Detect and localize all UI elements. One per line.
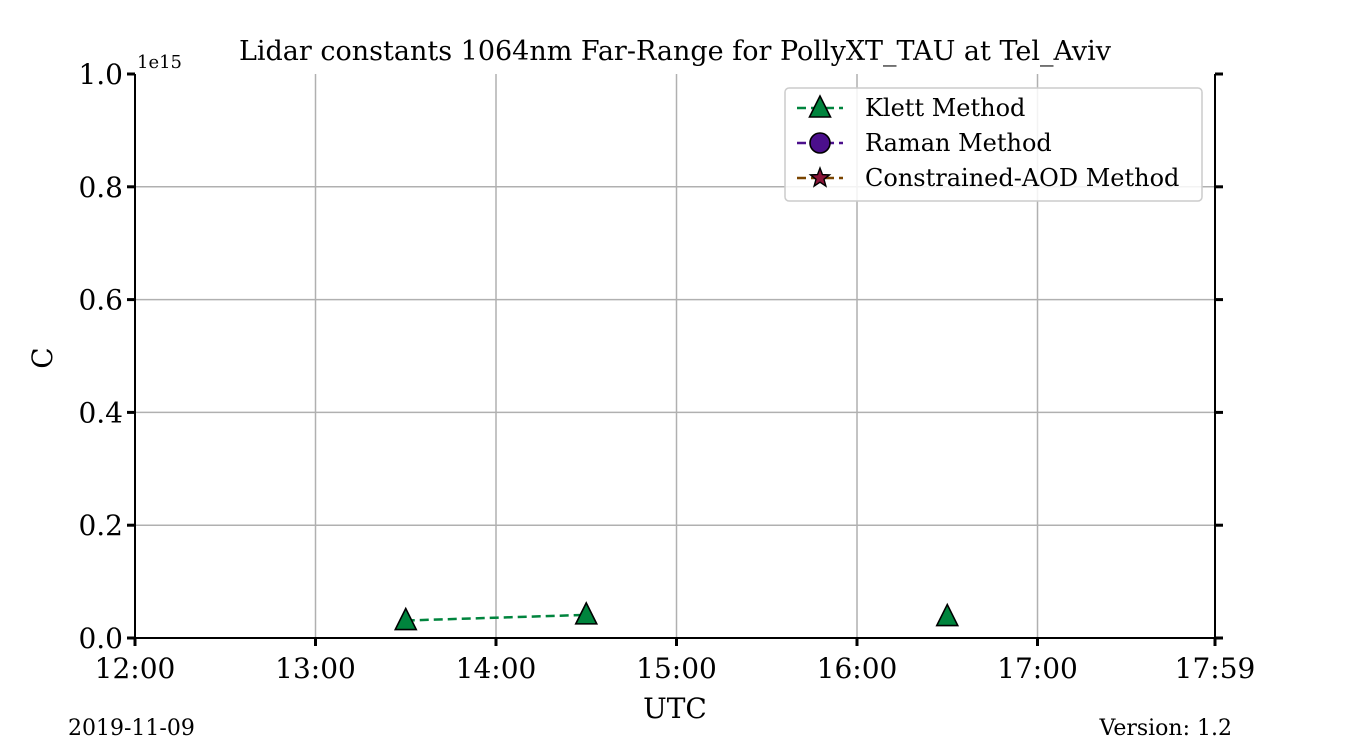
x-axis-label: UTC [643, 692, 707, 725]
legend: Klett Method Raman Method Constrained-AOD … [784, 87, 1203, 202]
chart-title: Lidar constants 1064nm Far-Range for Pol… [239, 36, 1112, 67]
legend-marker [809, 132, 831, 154]
y-tick-label: 0.0 [78, 622, 123, 655]
data-point [393, 606, 418, 631]
x-tick-label: 17:00 [997, 652, 1078, 685]
series [393, 601, 960, 631]
legend-marker [808, 94, 832, 118]
x-tick-label: 15:00 [636, 652, 717, 685]
x-tick-label: 16:00 [817, 652, 898, 685]
legend-label: Raman Method [865, 129, 1052, 157]
y-axis-label: C [26, 347, 59, 368]
series-line [405, 613, 587, 622]
y-tick-label: 0.8 [78, 171, 123, 204]
legend-box [784, 87, 1203, 202]
axis-ticks: 12:00 13:00 14:00 15:00 16:00 17:00 17:59 0.0 0.… [78, 58, 1255, 685]
legend-label: Constrained-AOD Method [865, 164, 1179, 192]
y-tick-label: 1.0 [78, 58, 123, 91]
legend-label: Klett Method [865, 94, 1025, 122]
y-exponent-label: 1e15 [137, 52, 182, 73]
data-point [574, 601, 599, 625]
footer-version: Version: 1.2 [1098, 716, 1232, 741]
x-tick-label: 17:59 [1175, 652, 1256, 685]
y-tick-label: 0.6 [78, 284, 123, 317]
data-point [935, 602, 960, 627]
x-tick-label: 13:00 [275, 652, 356, 685]
legend-marker [808, 166, 832, 188]
footer-date: 2019-11-09 [68, 716, 195, 741]
x-tick-label: 12:00 [95, 652, 176, 685]
x-tick-label: 14:00 [456, 652, 537, 685]
y-tick-label: 0.4 [78, 396, 123, 429]
y-tick-label: 0.2 [78, 509, 123, 542]
